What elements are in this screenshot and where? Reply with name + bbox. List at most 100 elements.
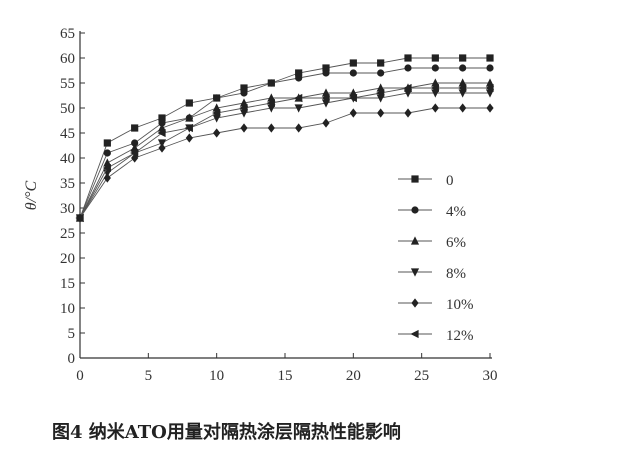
series-0-point bbox=[404, 54, 412, 62]
series-4pct-point bbox=[459, 64, 467, 72]
x-tick-label: 15 bbox=[278, 368, 293, 384]
series-0-point bbox=[459, 54, 467, 62]
series-0-point bbox=[103, 139, 111, 147]
series-8pct-point bbox=[294, 104, 303, 113]
series-8pct-point bbox=[458, 89, 467, 98]
legend-10pct-marker bbox=[411, 298, 419, 308]
series-12pct-point bbox=[430, 83, 439, 93]
y-tick-label: 55 bbox=[60, 76, 75, 92]
series-10pct-point bbox=[349, 108, 357, 118]
x-tick-label: 0 bbox=[76, 368, 84, 384]
y-tick-label: 20 bbox=[60, 251, 75, 267]
series-12pct-point bbox=[485, 83, 494, 93]
y-axis-label: θ/°C bbox=[23, 180, 40, 210]
series-4pct-point bbox=[131, 139, 139, 147]
series-0-line bbox=[79, 57, 490, 219]
series-4pct-point bbox=[267, 79, 275, 87]
series-12pct-point bbox=[458, 83, 467, 93]
series-4pct-point bbox=[213, 94, 221, 102]
series-10pct-point bbox=[377, 108, 385, 118]
y-tick-label: 10 bbox=[60, 301, 75, 317]
series-4pct-point bbox=[158, 119, 166, 127]
y-tick-label: 30 bbox=[60, 201, 75, 217]
series-8pct-point bbox=[403, 89, 413, 98]
series-10pct-point bbox=[185, 133, 193, 143]
series-4pct-point bbox=[404, 64, 412, 72]
y-tick-label: 40 bbox=[60, 151, 75, 167]
line-chart: 0 5 10 15 20 25 30 35 40 45 50 55 60 65 0 5 10 15 20 25 30 θ/… bbox=[23, 26, 498, 384]
series-0-point bbox=[322, 64, 330, 72]
series-0-point bbox=[131, 124, 139, 132]
x-tick-label: 30 bbox=[483, 368, 498, 384]
series-10pct-point bbox=[322, 118, 330, 128]
series-12pct-point bbox=[184, 123, 193, 133]
series-8pct-point bbox=[239, 109, 249, 118]
series-8pct-point bbox=[212, 114, 221, 123]
x-tick-label: 5 bbox=[145, 368, 153, 384]
series-0-point bbox=[349, 59, 357, 67]
legend-0-label: 0 bbox=[446, 173, 454, 189]
series-4pct-point bbox=[377, 69, 385, 77]
series-0-point bbox=[185, 99, 193, 107]
series-6pct-point bbox=[185, 113, 194, 122]
chart-area: 0 5 10 15 20 25 30 35 40 45 50 55 60 65 0 5 10 15 20 25 30 θ/… bbox=[23, 26, 498, 384]
series-4pct-line bbox=[79, 67, 490, 219]
series-4pct-point bbox=[240, 89, 248, 97]
series-0-point bbox=[431, 54, 439, 62]
series-6pct-point bbox=[485, 78, 495, 87]
legend-4pct-label: 4% bbox=[446, 204, 466, 220]
x-tick-label: 25 bbox=[414, 368, 429, 384]
series-12pct-point bbox=[102, 163, 111, 173]
series-6pct-point bbox=[321, 88, 331, 97]
series-12pct-point bbox=[266, 98, 275, 108]
series-10pct-point bbox=[295, 123, 303, 133]
series-0-point bbox=[486, 54, 494, 62]
y-tick-label: 15 bbox=[60, 276, 75, 292]
y-tick-label: 0 bbox=[68, 351, 76, 367]
series-12pct-line bbox=[79, 87, 490, 219]
series-10pct-point bbox=[459, 103, 467, 113]
series-10pct-point bbox=[240, 123, 248, 133]
series-0-point bbox=[295, 69, 303, 77]
series-12pct-point bbox=[212, 108, 221, 118]
series-4pct-point bbox=[295, 74, 303, 82]
series-6pct-point bbox=[267, 93, 276, 102]
x-tick-label: 20 bbox=[346, 368, 361, 384]
series-10pct-line bbox=[79, 107, 490, 219]
series-0-point bbox=[377, 59, 385, 67]
legend-6pct-marker bbox=[410, 236, 420, 245]
series-12pct-point bbox=[321, 93, 330, 103]
series-8pct-line bbox=[79, 92, 490, 219]
series-12pct-point bbox=[376, 88, 385, 98]
series-0-point bbox=[158, 114, 166, 122]
series-6pct-point bbox=[458, 78, 467, 87]
y-tick-label: 60 bbox=[60, 51, 75, 67]
series-12pct-point bbox=[239, 103, 248, 113]
series-12pct-point bbox=[157, 128, 166, 138]
series-6pct-line bbox=[79, 82, 490, 219]
series-10pct-point bbox=[267, 123, 275, 133]
y-tick-label: 5 bbox=[68, 326, 76, 342]
series-10pct-point bbox=[158, 143, 166, 153]
series-6pct-point bbox=[431, 78, 440, 87]
series-10pct-point bbox=[431, 103, 439, 113]
legend-12pct-label: 12% bbox=[446, 328, 474, 344]
legend-8pct-label: 8% bbox=[446, 266, 466, 282]
series-6pct-point bbox=[157, 123, 167, 132]
figure-caption: 图4 纳米ATO用量对隔热涂层隔热性能影响 bbox=[52, 422, 401, 443]
series-10pct-point bbox=[486, 103, 494, 113]
series-4pct-point bbox=[322, 69, 330, 77]
series-0-point bbox=[240, 84, 248, 92]
series-10pct-point bbox=[213, 128, 221, 138]
series-8pct-point bbox=[267, 104, 276, 113]
series-8pct-point bbox=[485, 89, 495, 98]
series-12pct-point bbox=[294, 93, 303, 103]
series-6pct-point bbox=[212, 103, 221, 112]
legend-10pct-label: 10% bbox=[446, 297, 474, 313]
series-8pct-point bbox=[376, 94, 385, 103]
legend-8pct-marker bbox=[410, 268, 420, 277]
series-4pct-point bbox=[103, 149, 111, 157]
legend-12pct-marker bbox=[410, 329, 419, 339]
series-8pct-point bbox=[431, 89, 440, 98]
series-4pct-point bbox=[486, 64, 494, 72]
